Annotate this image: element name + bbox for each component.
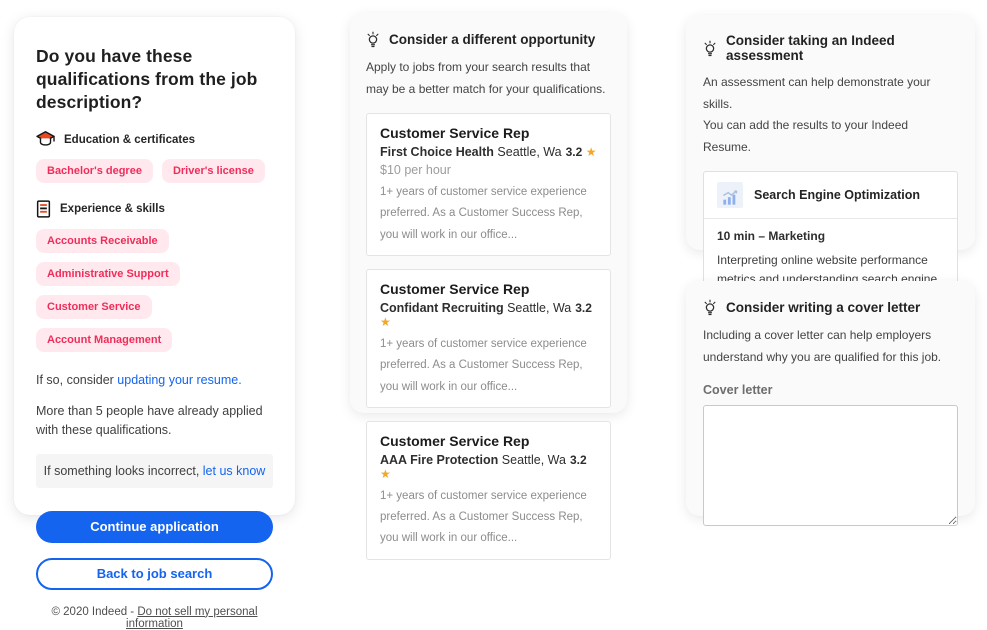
cover-letter-body: Including a cover letter can help employ… bbox=[703, 325, 958, 368]
experience-section-label: Experience & skills bbox=[60, 203, 165, 216]
job-card-aaa-fire-protection[interactable]: Customer Service Rep AAA Fire Protection… bbox=[366, 420, 611, 560]
opportunity-title: Consider a different opportunity bbox=[389, 32, 596, 47]
education-section-label: Education & certificates bbox=[64, 133, 196, 146]
star-icon: ★ bbox=[380, 466, 391, 481]
job-meta: First Choice Health Seattle, Wa 3.2 ★ bbox=[380, 145, 597, 159]
assessment-card: Consider taking an Indeed assessment An … bbox=[686, 15, 975, 360]
job-description: 1+ years of customer service experience … bbox=[380, 489, 587, 545]
cover-letter-title: Consider writing a cover letter bbox=[726, 300, 921, 315]
cover-letter-header: Consider writing a cover letter bbox=[703, 299, 958, 316]
opportunity-card: Consider a different opportunity Apply t… bbox=[350, 13, 627, 560]
experience-tags: Accounts Receivable Administrative Suppo… bbox=[36, 229, 273, 353]
incorrect-note-box: If something looks incorrect, let us kno… bbox=[36, 453, 273, 488]
tag-customer-service: Customer Service bbox=[36, 295, 152, 320]
cover-letter-body-line1: Including a cover letter can help employ… bbox=[703, 328, 932, 342]
job-company: Confidant Recruiting bbox=[380, 300, 504, 315]
qualifications-card: Do you have these qualifications from th… bbox=[14, 17, 295, 630]
star-icon: ★ bbox=[585, 145, 597, 160]
opportunity-subtitle: Apply to jobs from your search results t… bbox=[366, 60, 606, 96]
bar-chart-icon bbox=[717, 182, 743, 209]
let-us-know-link[interactable]: let us know bbox=[202, 463, 266, 478]
incorrect-note-text: If something looks incorrect, bbox=[43, 463, 203, 478]
cover-letter-textarea[interactable] bbox=[703, 405, 958, 527]
job-title: Customer Service Rep bbox=[380, 280, 530, 297]
job-meta: AAA Fire Protection Seattle, Wa 3.2 ★ bbox=[380, 453, 597, 481]
cover-letter-body-line2: understand why you are qualified for thi… bbox=[703, 349, 942, 364]
cover-letter-card: Consider writing a cover letter Includin… bbox=[686, 281, 975, 527]
assessment-header: Consider taking an Indeed assessment bbox=[703, 33, 958, 63]
graduation-cap-icon bbox=[36, 131, 55, 148]
tag-drivers-license: Driver's license bbox=[161, 159, 265, 184]
job-company: AAA Fire Protection bbox=[380, 452, 499, 467]
tag-administrative-support: Administrative Support bbox=[36, 262, 180, 287]
qualifications-title: Do you have these qualifications from th… bbox=[36, 46, 258, 113]
experience-section-header: Experience & skills bbox=[36, 200, 273, 218]
star-icon: ★ bbox=[380, 314, 391, 329]
back-to-job-search-button[interactable]: Back to job search bbox=[36, 557, 273, 590]
tag-bachelors-degree: Bachelor's degree bbox=[36, 159, 153, 184]
job-card-first-choice-health[interactable]: Customer Service Rep First Choice Health… bbox=[366, 113, 611, 256]
document-icon bbox=[36, 200, 51, 218]
tag-account-management: Account Management bbox=[36, 328, 173, 353]
applied-note: More than 5 people have already applied … bbox=[36, 404, 263, 437]
job-description: 1+ years of customer service experience … bbox=[380, 337, 587, 393]
assessment-meta: 10 min – Marketing bbox=[717, 229, 826, 244]
job-rating: 3.2 bbox=[565, 145, 583, 160]
job-salary: $10 per hour bbox=[380, 163, 451, 178]
lightbulb-icon bbox=[366, 31, 380, 48]
job-location: Seattle, Wa bbox=[501, 452, 566, 467]
resume-prompt-text: If so, consider bbox=[36, 373, 118, 388]
resume-prompt: If so, consider updating your resume. bbox=[36, 371, 273, 390]
copyright-text: © 2020 Indeed - bbox=[51, 605, 138, 618]
do-not-sell-link[interactable]: Do not sell my personal information bbox=[126, 605, 258, 630]
assessment-body: An assessment can help demonstrate your … bbox=[703, 72, 958, 158]
lightbulb-icon bbox=[703, 40, 717, 57]
job-meta: Confidant Recruiting Seattle, Wa 3.2 ★ bbox=[380, 301, 597, 329]
job-location: Seattle, Wa bbox=[507, 300, 572, 315]
education-section-header: Education & certificates bbox=[36, 131, 273, 148]
job-rating: 3.2 bbox=[569, 452, 587, 467]
update-resume-link[interactable]: updating your resume. bbox=[117, 373, 242, 388]
lightbulb-icon bbox=[703, 299, 717, 316]
job-location: Seattle, Wa bbox=[497, 145, 562, 160]
education-tags: Bachelor's degree Driver's license bbox=[36, 159, 273, 184]
tag-accounts-receivable: Accounts Receivable bbox=[36, 229, 169, 254]
continue-application-button[interactable]: Continue application bbox=[36, 510, 273, 543]
assessment-item-header: Search Engine Optimization bbox=[704, 172, 957, 220]
job-description: 1+ years of customer service experience … bbox=[380, 186, 587, 241]
job-title: Customer Service Rep bbox=[380, 125, 530, 142]
assessment-body-line2: You can add the results to your Indeed R… bbox=[703, 118, 909, 154]
assessment-body-line1: An assessment can help demonstrate your … bbox=[703, 75, 931, 111]
assessment-title: Consider taking an Indeed assessment bbox=[726, 33, 895, 63]
job-card-confidant-recruiting[interactable]: Customer Service Rep Confidant Recruitin… bbox=[366, 268, 611, 408]
job-rating: 3.2 bbox=[575, 300, 592, 315]
opportunity-header: Consider a different opportunity bbox=[366, 31, 611, 48]
assessment-name: Search Engine Optimization bbox=[754, 188, 920, 203]
job-company: First Choice Health bbox=[380, 145, 494, 160]
job-title: Customer Service Rep bbox=[380, 432, 530, 449]
cover-letter-label: Cover letter bbox=[703, 383, 773, 398]
footer: © 2020 Indeed - Do not sell my personal … bbox=[36, 606, 273, 630]
